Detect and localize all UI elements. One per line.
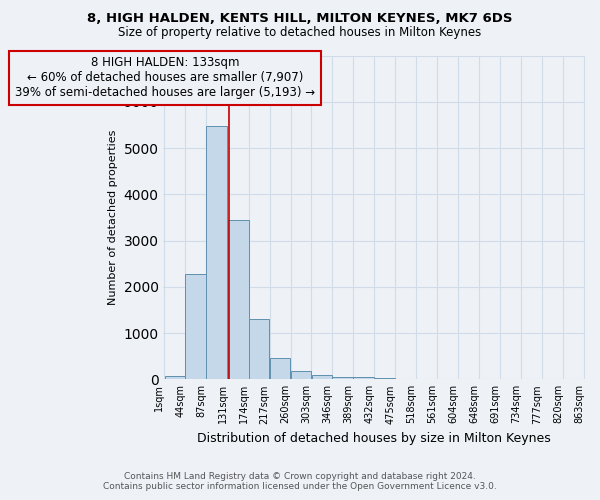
Bar bbox=[290, 371, 311, 380]
Y-axis label: Number of detached properties: Number of detached properties bbox=[108, 130, 118, 305]
Bar bbox=[353, 378, 374, 380]
Bar bbox=[374, 378, 395, 380]
X-axis label: Distribution of detached houses by size in Milton Keynes: Distribution of detached houses by size … bbox=[197, 432, 551, 445]
Text: 8, HIGH HALDEN, KENTS HILL, MILTON KEYNES, MK7 6DS: 8, HIGH HALDEN, KENTS HILL, MILTON KEYNE… bbox=[87, 12, 513, 26]
Bar bbox=[311, 375, 332, 380]
Bar bbox=[164, 376, 185, 380]
Bar bbox=[185, 274, 206, 380]
Text: Contains HM Land Registry data © Crown copyright and database right 2024.
Contai: Contains HM Land Registry data © Crown c… bbox=[103, 472, 497, 491]
Bar bbox=[332, 376, 353, 380]
Bar bbox=[269, 358, 290, 380]
Bar bbox=[228, 220, 248, 380]
Text: Size of property relative to detached houses in Milton Keynes: Size of property relative to detached ho… bbox=[118, 26, 482, 39]
Bar bbox=[206, 126, 227, 380]
Text: 8 HIGH HALDEN: 133sqm
← 60% of detached houses are smaller (7,907)
39% of semi-d: 8 HIGH HALDEN: 133sqm ← 60% of detached … bbox=[15, 56, 315, 100]
Bar bbox=[249, 318, 269, 380]
